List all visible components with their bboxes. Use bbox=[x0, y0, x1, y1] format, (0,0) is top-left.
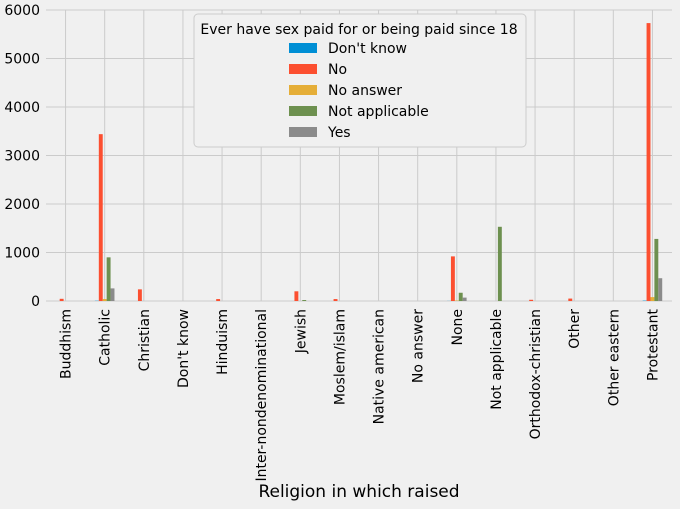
x-tick-label: Hinduism bbox=[215, 309, 231, 375]
x-tick-label: Christian bbox=[137, 309, 153, 371]
legend-swatch bbox=[289, 43, 317, 53]
x-tick-label: Catholic bbox=[98, 309, 114, 366]
y-tick-label: 4000 bbox=[4, 100, 40, 116]
bar bbox=[302, 300, 307, 301]
legend-swatch bbox=[289, 106, 317, 116]
bar bbox=[294, 291, 299, 301]
x-tick-label: Other bbox=[567, 309, 583, 349]
y-tick-label: 3000 bbox=[4, 149, 40, 165]
x-tick-label: Native american bbox=[372, 309, 388, 424]
y-tick-label: 5000 bbox=[4, 52, 40, 68]
x-tick-label: Jewish bbox=[293, 309, 309, 354]
bar bbox=[658, 278, 663, 301]
y-tick-label: 0 bbox=[31, 294, 40, 310]
legend-swatch bbox=[289, 64, 317, 74]
x-tick-label: Not applicable bbox=[489, 309, 505, 410]
bar bbox=[568, 298, 573, 301]
x-tick-label: Protestant bbox=[645, 308, 661, 381]
bar bbox=[458, 292, 463, 301]
bar bbox=[497, 226, 502, 301]
bar bbox=[646, 23, 651, 301]
y-tick-labels: 0 1000 2000 3000 4000 5000 6000 bbox=[4, 3, 40, 310]
bar bbox=[529, 299, 534, 301]
x-tick-label: Buddhism bbox=[59, 309, 75, 379]
x-tick-label: Orthodox-christian bbox=[528, 309, 544, 439]
y-tick-label: 6000 bbox=[4, 3, 40, 19]
bars bbox=[59, 23, 663, 301]
bar bbox=[450, 256, 455, 301]
legend-swatch bbox=[289, 127, 317, 137]
legend-swatch bbox=[289, 85, 317, 95]
bar bbox=[462, 297, 467, 301]
legend-entry-label: Don't know bbox=[328, 41, 407, 57]
x-tick-label: No answer bbox=[411, 309, 427, 383]
legend-entries: Don't know No No answer Not applicable Yes bbox=[289, 41, 429, 141]
bar bbox=[59, 298, 64, 301]
y-tick-label: 1000 bbox=[4, 246, 40, 262]
grid bbox=[46, 9, 672, 302]
x-tick-label: Inter-nondenominational bbox=[254, 309, 270, 482]
bar bbox=[333, 299, 338, 301]
bar bbox=[216, 299, 221, 301]
legend-entry-label: Yes bbox=[327, 125, 351, 141]
legend: Ever have sex paid for or being paid sin… bbox=[193, 13, 527, 148]
legend-entry-label: Not applicable bbox=[328, 104, 429, 120]
bar bbox=[98, 134, 103, 301]
bar bbox=[110, 288, 115, 301]
x-tick-label: Don't know bbox=[176, 309, 192, 388]
legend-title: Ever have sex paid for or being paid sin… bbox=[200, 22, 517, 38]
bar bbox=[650, 297, 655, 301]
bar bbox=[106, 257, 111, 301]
x-tick-labels: Buddhism Catholic Christian Don't know Hindu… bbox=[59, 308, 662, 481]
y-tick-label: 2000 bbox=[4, 197, 40, 213]
bar bbox=[102, 299, 107, 301]
legend-box bbox=[193, 13, 527, 148]
bar bbox=[654, 238, 659, 301]
legend-entry-label: No bbox=[328, 62, 347, 78]
x-tick-label: None bbox=[450, 309, 466, 346]
legend-entry-label: No answer bbox=[328, 83, 402, 99]
x-axis-title: Religion in which raised bbox=[258, 482, 459, 502]
x-tick-label: Moslem/islam bbox=[332, 309, 348, 405]
x-tick-label: Other eastern bbox=[606, 309, 622, 406]
bar bbox=[137, 289, 142, 301]
